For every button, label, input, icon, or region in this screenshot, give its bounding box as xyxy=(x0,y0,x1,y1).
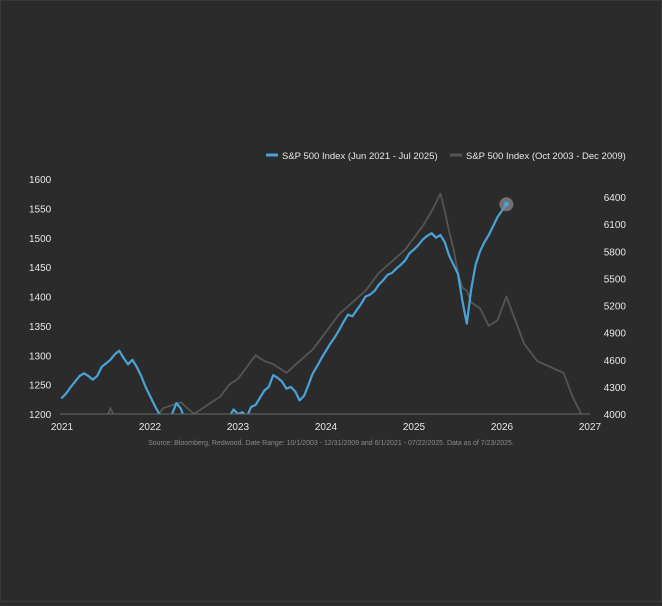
y-left-tick-label: 1550 xyxy=(29,204,52,215)
y-right-tick-label: 6100 xyxy=(604,220,627,231)
legend-label-0: S&P 500 Index (Jun 2021 - Jul 2025) xyxy=(282,151,438,162)
y-right-tick-label: 4900 xyxy=(604,329,627,340)
y-right-tick-label: 4300 xyxy=(604,383,627,394)
x-tick-label: 2026 xyxy=(491,422,514,433)
y-left-tick-label: 1600 xyxy=(29,175,52,186)
legend-label-1: S&P 500 Index (Oct 2003 - Dec 2009) xyxy=(466,151,626,162)
y-right-tick-label: 5200 xyxy=(604,302,627,313)
y-left-tick-label: 1200 xyxy=(29,410,52,421)
y-right-tick-label: 6400 xyxy=(604,193,627,204)
x-tick-label: 2025 xyxy=(403,422,426,433)
y-left-tick-label: 1500 xyxy=(29,234,52,245)
series-line-1 xyxy=(107,192,583,414)
endpoint-marker-dot xyxy=(503,201,509,207)
y-right-tick-label: 4600 xyxy=(604,356,627,367)
y-left-tick-label: 1250 xyxy=(29,381,52,392)
series-line-0 xyxy=(60,203,508,414)
y-left-tick-label: 1400 xyxy=(29,293,52,304)
legend: S&P 500 Index (Jun 2021 - Jul 2025) S&P 5… xyxy=(266,151,626,162)
y-right-tick-label: 4000 xyxy=(604,410,627,421)
y-left-tick-label: 1450 xyxy=(29,263,52,274)
x-tick-label: 2021 xyxy=(51,422,74,433)
y-right-tick-label: 5800 xyxy=(604,247,627,258)
axes: 2021 2022 2023 2024 2025 2026 2027 1200 1250 1300… xyxy=(29,175,626,433)
y-left-tick-label: 1350 xyxy=(29,322,52,333)
x-tick-label: 2024 xyxy=(315,422,338,433)
x-tick-label: 2022 xyxy=(139,422,162,433)
y-left-tick-label: 1300 xyxy=(29,351,52,362)
x-tick-label: 2027 xyxy=(579,422,602,433)
y-right-tick-label: 5500 xyxy=(604,274,627,285)
plot-area xyxy=(60,192,583,414)
source-note: Source: Bloomberg, Redwood. Date Range: … xyxy=(148,440,514,447)
x-tick-label: 2023 xyxy=(227,422,250,433)
